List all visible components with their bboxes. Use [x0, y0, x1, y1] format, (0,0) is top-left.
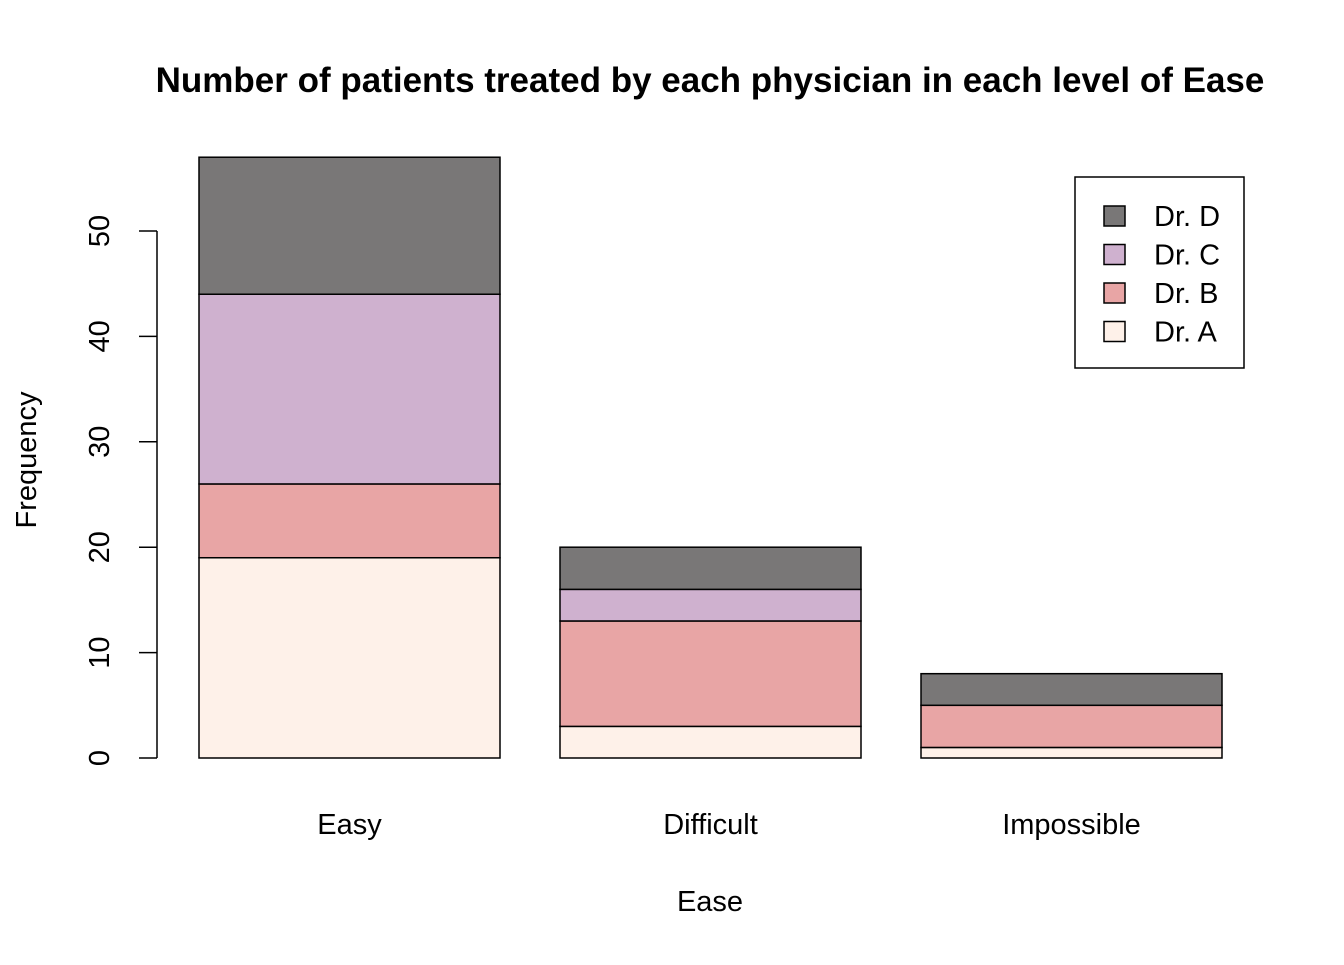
legend-label: Dr. B	[1154, 278, 1218, 310]
legend-swatch	[1103, 243, 1126, 266]
y-tick-label: 40	[84, 320, 116, 352]
bar-segment	[559, 588, 862, 622]
y-tick-label: 0	[84, 750, 116, 766]
y-axis: 0 10 20 30 40 50	[84, 215, 158, 766]
x-tick-label: Impossible	[1002, 809, 1141, 841]
bar-segment	[198, 483, 501, 559]
x-axis-label: Ease	[677, 886, 743, 918]
y-axis-label: Frequency	[11, 391, 43, 529]
y-tick-label: 20	[84, 531, 116, 563]
bar-segment	[198, 156, 501, 295]
legend-box	[1074, 176, 1245, 369]
legend-swatch	[1103, 320, 1126, 343]
chart-title: Number of patients treated by each physi…	[156, 61, 1265, 100]
legend-label: Dr. A	[1154, 317, 1218, 349]
legend-label: Dr. D	[1154, 201, 1220, 233]
bars-group	[198, 156, 1223, 759]
y-tick-label: 30	[84, 426, 116, 458]
bar-segment	[198, 293, 501, 485]
bar-segment	[559, 546, 862, 591]
legend-swatch	[1103, 282, 1126, 304]
x-tick-labels: Easy Difficult Impossible	[317, 809, 1141, 841]
x-tick-label: Difficult	[663, 809, 758, 841]
legend-swatch	[1103, 205, 1126, 227]
bar-segment	[198, 556, 501, 759]
legend-label: Dr. C	[1154, 240, 1220, 272]
bar-segment	[920, 704, 1223, 749]
bar-segment	[920, 746, 1223, 759]
y-tick-label: 50	[84, 215, 116, 247]
bar-segment	[920, 672, 1223, 707]
legend: Dr. D Dr. C Dr. B Dr. A	[1074, 176, 1245, 369]
bar-segment	[559, 620, 862, 728]
x-tick-label: Easy	[317, 809, 382, 841]
y-tick-label: 10	[84, 636, 116, 668]
bar-segment	[559, 725, 862, 759]
